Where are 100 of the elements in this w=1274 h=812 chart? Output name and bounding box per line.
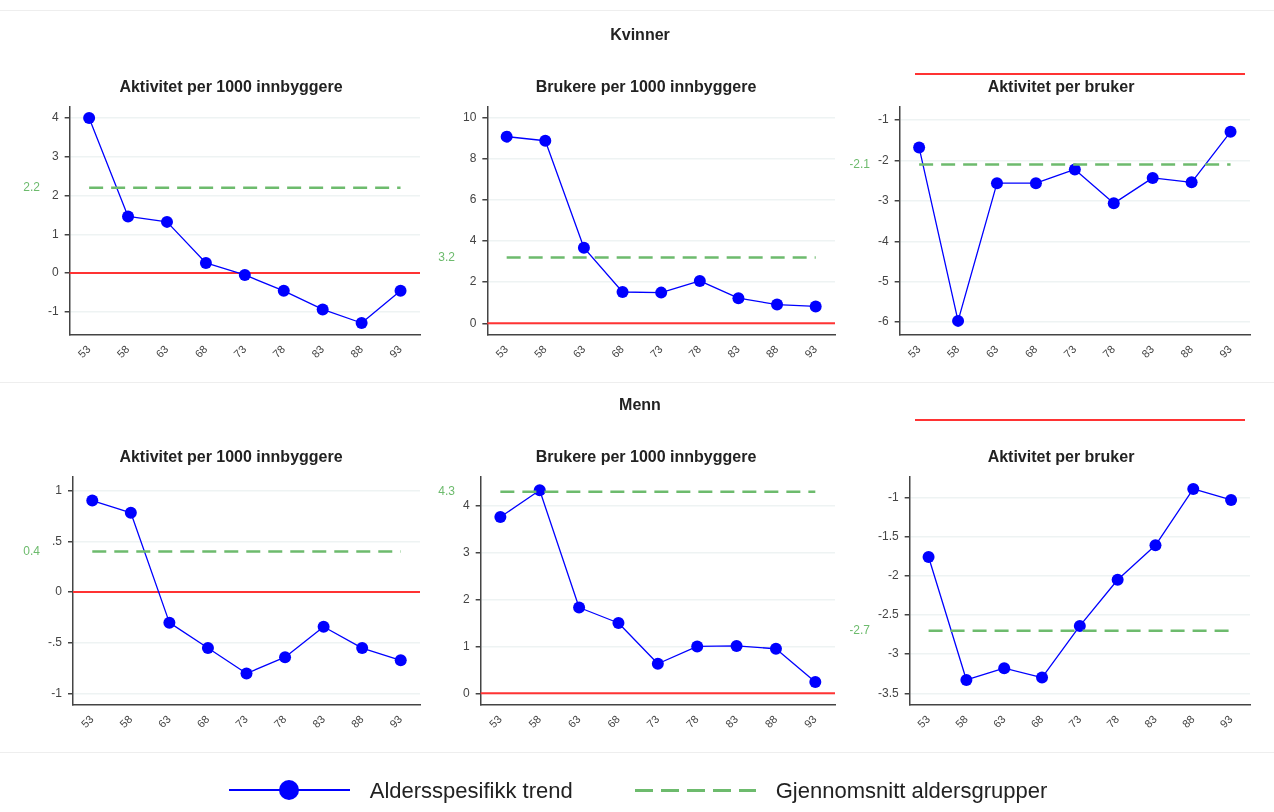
point [317, 620, 330, 633]
x-tick-label: 73 [232, 712, 251, 730]
x-tick-label: 88 [348, 712, 366, 730]
legend-label: Gjennomsnitt aldersgrupper [775, 778, 1048, 804]
point [1111, 573, 1124, 586]
point [913, 141, 926, 154]
point [394, 284, 407, 297]
y-tick-label: 1 [51, 226, 59, 241]
point [1029, 177, 1042, 190]
x-tick-label: 58 [952, 712, 970, 730]
point [1146, 171, 1159, 184]
point [394, 654, 407, 667]
x-tick-label: 93 [801, 712, 819, 730]
y-tick-label: -1 [51, 686, 63, 701]
point [1224, 125, 1237, 138]
point [160, 215, 173, 228]
point [771, 298, 784, 311]
x-tick-label: 83 [310, 712, 328, 730]
point [163, 616, 176, 629]
x-tick-label: 93 [1217, 712, 1235, 730]
point [655, 286, 668, 299]
text: 2.2 [23, 180, 41, 195]
y-tick-label: 1 [462, 638, 470, 653]
x-tick-label: 53 [78, 712, 96, 730]
x-tick-label: 63 [153, 342, 171, 360]
point [732, 292, 745, 305]
text: 0.4 [23, 543, 41, 558]
point [616, 286, 629, 298]
x-tick-label: 58 [944, 342, 962, 360]
point [730, 639, 743, 652]
y-tick-label: -2 [888, 568, 899, 583]
point [651, 657, 664, 670]
x-tick-label: 88 [348, 342, 366, 360]
x-tick-label: 73 [1066, 712, 1084, 730]
point [124, 506, 137, 519]
y-tick-label: 3 [51, 149, 59, 164]
x-tick-label: 68 [1028, 712, 1046, 730]
y-tick-label: -1 [878, 112, 889, 127]
point [612, 616, 625, 629]
y-tick-label: 0 [469, 315, 477, 330]
text: 3.2 [438, 249, 456, 264]
x-tick-label: 83 [309, 342, 327, 360]
point [122, 210, 135, 223]
x-tick-label: 53 [493, 342, 511, 360]
point [577, 241, 590, 254]
x-tick-label: 68 [1022, 342, 1040, 360]
text: -2.7 [849, 622, 871, 637]
point [277, 284, 290, 297]
point [960, 673, 973, 686]
point [500, 130, 513, 143]
x-tick-label: 63 [990, 712, 1008, 730]
x-tick-label: 73 [644, 712, 662, 730]
y-tick-label: .5 [51, 533, 63, 548]
y-tick-label: 8 [469, 150, 477, 165]
point [1073, 619, 1086, 632]
point [316, 303, 329, 316]
chart-title: Aktivitet per bruker [987, 448, 1135, 466]
point [1149, 539, 1162, 552]
x-tick-label: 53 [75, 342, 93, 360]
point [83, 112, 96, 125]
point [922, 551, 935, 564]
x-tick-label: 58 [531, 342, 549, 360]
point [240, 667, 253, 680]
y-tick-label: 10 [462, 109, 477, 124]
point [1187, 482, 1200, 495]
point [769, 642, 782, 655]
y-tick-label: -2 [878, 152, 889, 167]
y-tick-label: -4 [878, 233, 889, 248]
point [952, 314, 965, 327]
x-tick-label: 53 [914, 712, 933, 730]
y-tick-label: -3 [878, 193, 889, 208]
chart-title: Aktivitet per bruker [987, 78, 1135, 96]
y-tick-label: 0 [462, 685, 470, 700]
x-tick-label: 88 [762, 712, 780, 730]
point [199, 256, 212, 269]
x-tick-label: 93 [387, 712, 405, 730]
legend-label: Aldersspesifikk trend [369, 778, 573, 804]
x-tick-label: 68 [194, 712, 212, 730]
y-tick-label: -1 [888, 489, 899, 504]
y-tick-label: 1 [55, 482, 63, 497]
chart-title: Brukere per 1000 innbyggere [535, 78, 757, 96]
x-tick-label: 88 [1178, 342, 1196, 360]
point [693, 274, 706, 287]
x-tick-label: 78 [271, 712, 289, 730]
x-tick-label: 58 [117, 712, 135, 730]
y-tick-label: -1.5 [877, 529, 899, 544]
x-tick-label: 83 [724, 342, 742, 360]
y-tick-label: 4 [469, 233, 477, 248]
point [809, 300, 822, 313]
point [494, 511, 507, 524]
x-tick-label: 73 [647, 342, 665, 360]
point [1107, 197, 1120, 210]
y-tick-label: -3.5 [877, 685, 899, 700]
chart-subtitle: Menn [618, 396, 662, 414]
x-tick-label: 58 [526, 712, 544, 730]
x-tick-label: 63 [983, 342, 1001, 360]
x-tick-label: 63 [565, 712, 583, 730]
x-tick-label: 73 [231, 342, 249, 360]
y-tick-label: -6 [878, 314, 889, 329]
point [1185, 176, 1198, 189]
